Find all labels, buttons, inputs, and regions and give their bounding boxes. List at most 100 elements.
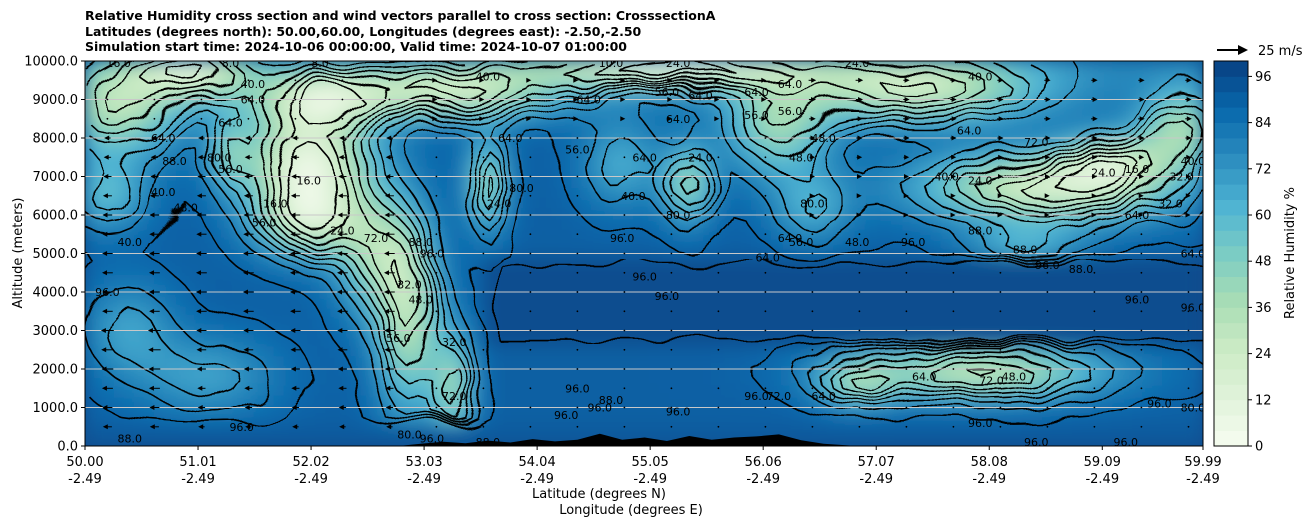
wind-vector (482, 387, 485, 390)
humidity-cell (702, 306, 715, 319)
humidity-cell (503, 287, 516, 299)
humidity-cell (663, 237, 675, 250)
humidity-cell (1052, 148, 1065, 161)
wind-vector (1140, 310, 1143, 313)
humidity-cell (573, 148, 586, 161)
humidity-cell (922, 168, 935, 181)
humidity-cell (1112, 316, 1125, 329)
humidity-cell (982, 415, 995, 428)
humidity-cell (503, 385, 516, 398)
wind-vector (997, 212, 1003, 218)
humidity-cell (423, 148, 436, 161)
humidity-cell (643, 168, 655, 181)
humidity-cell (373, 316, 386, 329)
humidity-cell (663, 306, 675, 319)
humidity-cell (563, 296, 576, 309)
humidity-cell (473, 89, 486, 102)
humidity-cell (573, 109, 586, 122)
humidity-cell (603, 277, 616, 290)
humidity-cell (1142, 385, 1155, 398)
humidity-cell (1062, 227, 1075, 240)
humidity-cell (712, 336, 725, 349)
wind-vector (623, 252, 626, 255)
humidity-cell (633, 267, 645, 280)
humidity-cell (1052, 109, 1065, 122)
humidity-cell (143, 356, 156, 369)
humidity-cell (173, 405, 186, 418)
humidity-cell (333, 178, 346, 191)
humidity-cell (1142, 356, 1155, 369)
wind-vector-head (102, 308, 108, 314)
humidity-cell (233, 129, 246, 141)
wind-vector (1093, 271, 1096, 274)
humidity-cell (902, 139, 915, 151)
humidity-cell (313, 356, 326, 369)
humidity-cell (253, 148, 266, 161)
humidity-cell (892, 316, 905, 329)
humidity-cell (233, 316, 246, 329)
humidity-cell (732, 316, 745, 329)
humidity-cell (732, 356, 745, 369)
humidity-cell (862, 99, 875, 112)
humidity-cell (253, 79, 266, 92)
humidity-cell (283, 119, 296, 132)
humidity-cell (663, 168, 675, 181)
humidity-cell (473, 346, 486, 359)
wind-vector-head (149, 289, 154, 295)
humidity-cell (413, 375, 426, 388)
humidity-cell (962, 79, 975, 92)
humidity-cell (1152, 99, 1165, 112)
humidity-cell (872, 405, 885, 418)
humidity-cell (293, 385, 306, 398)
humidity-cell (393, 129, 406, 141)
humidity-cell (94, 316, 106, 329)
humidity-cell (393, 99, 406, 112)
humidity-cell (453, 435, 466, 446)
humidity-cell (682, 237, 695, 250)
humidity-cell (323, 356, 336, 369)
humidity-cell (732, 277, 745, 290)
humidity-cell (493, 178, 506, 191)
wind-vector-head (290, 328, 296, 333)
humidity-cell (832, 375, 845, 388)
humidity-cell (1062, 178, 1075, 191)
humidity-cell (822, 109, 835, 122)
humidity-cell (573, 69, 586, 82)
wind-vector-head (196, 212, 202, 218)
wind-vector (576, 387, 579, 390)
humidity-cell (373, 257, 386, 270)
humidity-cell (603, 267, 616, 280)
wind-vector-head (290, 270, 295, 276)
humidity-cell (303, 287, 316, 299)
humidity-cell (1162, 198, 1175, 211)
humidity-cell (1162, 217, 1175, 230)
humidity-cell (533, 306, 546, 319)
wind-vector-head (149, 193, 155, 199)
humidity-cell (173, 296, 186, 309)
humidity-cell (393, 79, 406, 92)
humidity-cell (633, 188, 645, 201)
humidity-cell (293, 89, 306, 102)
humidity-cell (1032, 168, 1045, 181)
humidity-cell (902, 168, 915, 181)
humidity-cell (233, 356, 246, 369)
humidity-cell (413, 61, 426, 72)
wind-vector (623, 291, 626, 293)
humidity-cell (104, 306, 116, 319)
humidity-cell (243, 405, 256, 418)
humidity-cell (233, 277, 246, 290)
wind-vector (384, 251, 395, 256)
humidity-cell (323, 267, 336, 280)
humidity-cell (533, 79, 546, 92)
humidity-cell (593, 395, 606, 408)
humidity-cell (213, 326, 226, 339)
humidity-cell (1102, 425, 1115, 438)
humidity-cell (433, 326, 446, 339)
humidity-cell (223, 119, 236, 132)
humidity-cell (902, 405, 915, 418)
humidity-cell (1182, 326, 1194, 339)
humidity-cell (85, 267, 96, 280)
humidity-cell (1032, 415, 1045, 428)
humidity-cell (503, 89, 516, 102)
humidity-cell (513, 129, 526, 141)
